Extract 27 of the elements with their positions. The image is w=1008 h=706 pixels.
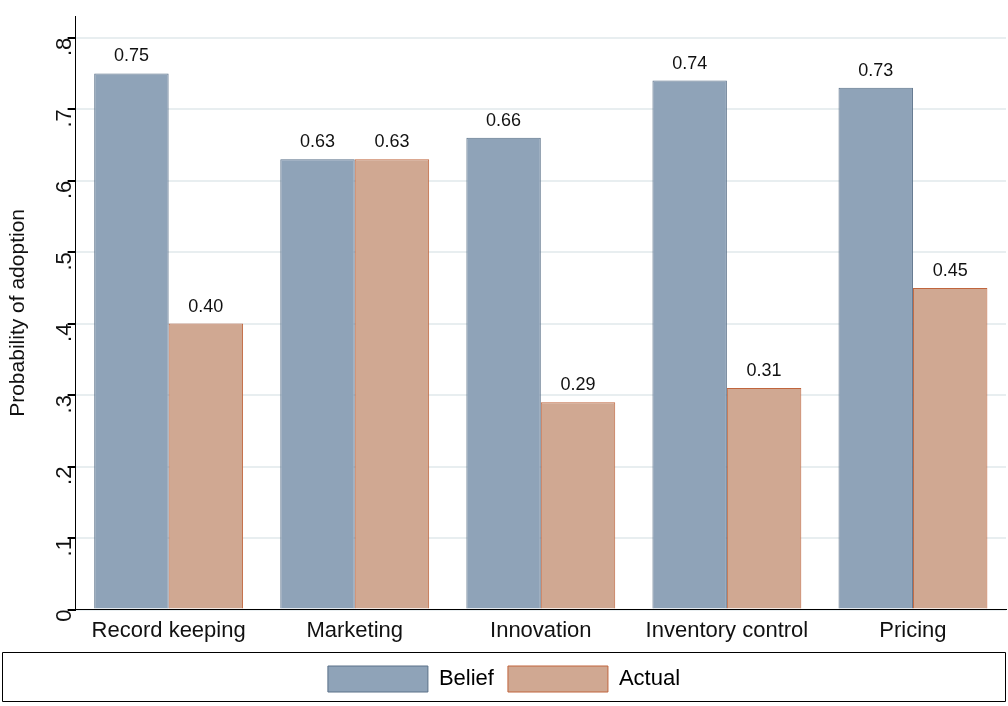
y-tick-label: .7: [50, 109, 76, 128]
y-tick-label: .3: [50, 395, 76, 414]
y-tick-label: .1: [50, 538, 76, 557]
data-label: 0.63: [374, 131, 410, 152]
legend-label: Belief: [438, 665, 495, 691]
x-tick-label: Inventory control: [645, 616, 809, 642]
y-tick-label: 0: [50, 609, 76, 622]
data-label: 0.75: [113, 45, 149, 66]
y-tick-label: .8: [50, 37, 76, 57]
data-label: 0.29: [560, 374, 596, 395]
x-tick-label: Marketing: [306, 616, 404, 642]
x-tick-label: Pricing: [879, 616, 947, 642]
data-label: 0.66: [486, 109, 522, 130]
x-tick-label: Record keeping: [91, 616, 246, 642]
y-axis-title: Probability of adoption: [5, 208, 29, 417]
data-label: 0.31: [746, 359, 782, 380]
data-label: 0.73: [858, 59, 894, 80]
x-tick-label: Innovation: [490, 616, 592, 642]
data-label: 0.74: [672, 52, 708, 73]
y-tick-label: .6: [50, 180, 76, 199]
legend-label: Actual: [618, 665, 681, 691]
y-tick-label: .4: [50, 323, 76, 342]
y-tick-label: .2: [50, 466, 76, 485]
data-label: 0.40: [188, 295, 224, 316]
data-label: 0.45: [932, 259, 968, 280]
data-label: 0.63: [299, 131, 336, 152]
y-tick-label: .5: [50, 252, 76, 271]
